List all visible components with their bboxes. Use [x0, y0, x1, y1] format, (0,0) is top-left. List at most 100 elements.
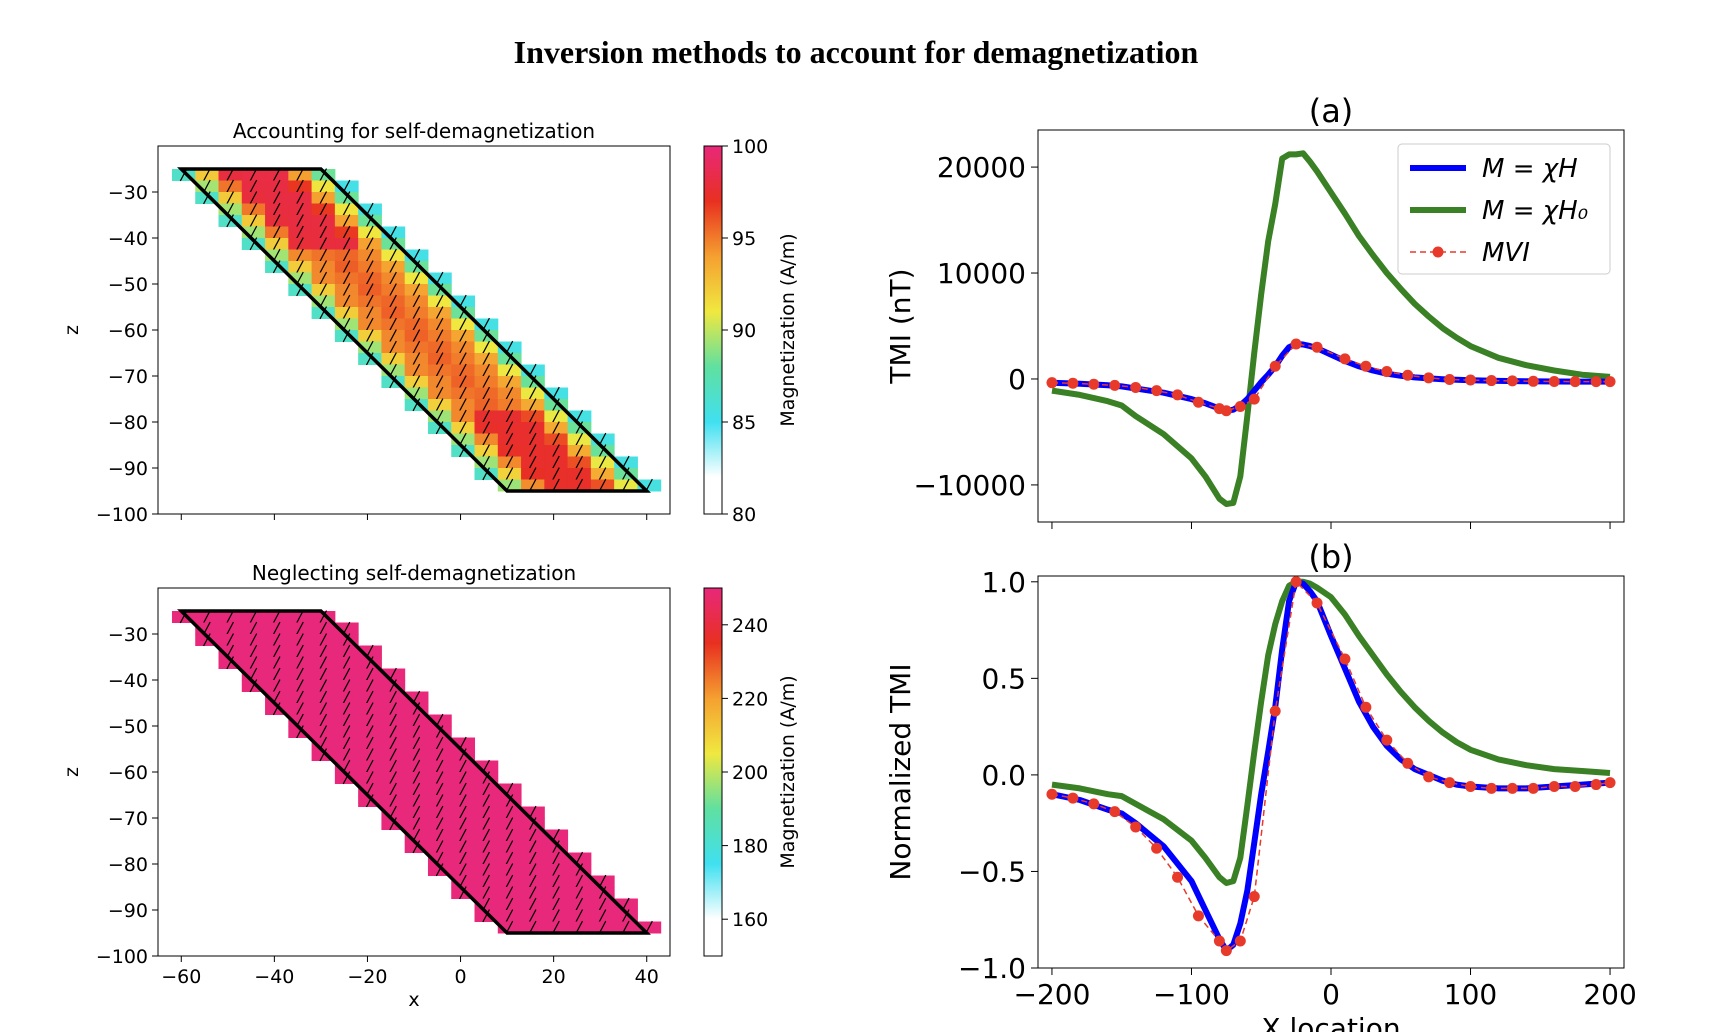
- magnetization-arrow: [272, 621, 281, 635]
- series-point-mvi: [1527, 782, 1539, 794]
- magnetization-arrow: [575, 897, 584, 911]
- magnetization-arrow: [389, 690, 397, 704]
- magnetization-arrow: [575, 874, 584, 888]
- magnetization-arrow: [482, 467, 490, 481]
- magnetization-arrow: [552, 444, 560, 458]
- magnetization-arrow: [552, 851, 560, 865]
- magnetization-arrow: [365, 667, 374, 681]
- magnetization-arrow: [528, 886, 537, 900]
- series-point-mvi: [1248, 891, 1260, 903]
- series-point-mvi: [1269, 705, 1281, 717]
- magnetization-arrow: [528, 851, 537, 865]
- magnetization-arrow: [459, 851, 467, 865]
- series-point-mvi: [1548, 376, 1560, 388]
- magnetization-arrow: [412, 317, 421, 331]
- y-tick-label: −70: [108, 808, 148, 830]
- magnetization-arrow: [412, 271, 421, 285]
- magnetization-arrow: [552, 398, 560, 412]
- series-line-mvi: [1051, 343, 1610, 412]
- magnetization-arrow: [459, 828, 467, 842]
- y-tick-label: −90: [108, 900, 148, 922]
- magnetization-arrow: [272, 667, 281, 681]
- magnetization-arrow: [365, 225, 374, 239]
- magnetization-arrow: [365, 702, 374, 716]
- magnetization-arrow: [389, 329, 397, 343]
- magnetization-arrow: [412, 736, 421, 750]
- magnetization-arrow: [319, 168, 328, 182]
- series-point-mvi: [1192, 910, 1204, 922]
- magnetization-arrow: [412, 817, 421, 831]
- legend-label: M = χH: [1482, 154, 1578, 184]
- x-tick-label: 100: [1444, 978, 1497, 1011]
- magnetization-arrow: [482, 909, 490, 923]
- magnetization-arrow: [435, 398, 444, 412]
- magnetization-arrow: [249, 621, 258, 635]
- magnetization-arrow: [621, 467, 630, 481]
- magnetization-arrow: [249, 214, 258, 228]
- magnetization-arrow: [528, 444, 537, 458]
- colorbar-tick-label: 85: [732, 412, 756, 434]
- panel-title: (a): [1309, 92, 1354, 130]
- magnetization-arrow: [249, 656, 258, 670]
- y-tick-label: −50: [108, 274, 148, 296]
- magnetization-arrow: [435, 828, 444, 842]
- magnetization-arrow: [412, 782, 421, 796]
- x-tick-label: −60: [161, 966, 201, 988]
- magnetization-arrow: [528, 375, 537, 389]
- magnetization-arrow: [342, 260, 351, 274]
- magnetization-arrow: [365, 317, 374, 331]
- magnetization-arrow: [365, 713, 374, 727]
- series-point-mvi: [1444, 777, 1456, 789]
- colorbar-tick-label: 90: [732, 320, 756, 342]
- colorbar: [703, 145, 723, 515]
- magnetization-arrow: [505, 421, 514, 435]
- magnetization-arrow: [296, 702, 304, 716]
- magnetization-arrow: [319, 748, 328, 762]
- magnetization-arrow: [365, 656, 374, 670]
- magnetization-arrow: [482, 352, 490, 366]
- magnetization-arrow: [319, 644, 328, 658]
- magnetization-arrow: [342, 237, 351, 251]
- magnetization-arrow: [365, 352, 374, 366]
- series-point-mvi: [1527, 375, 1539, 387]
- magnetization-arrow: [412, 713, 421, 727]
- y-tick-label: −0.5: [958, 855, 1026, 888]
- magnetization-arrow: [389, 782, 397, 796]
- magnetization-arrow: [272, 225, 281, 239]
- magnetization-arrow: [296, 679, 304, 693]
- magnetization-arrow: [319, 260, 328, 274]
- magnetization-arrow: [272, 633, 281, 647]
- magnetization-arrow: [296, 633, 304, 647]
- magnetization-arrow: [435, 317, 444, 331]
- x-tick-label: −20: [347, 966, 387, 988]
- y-tick-label: −90: [108, 458, 148, 480]
- magnetization-arrow: [435, 421, 444, 435]
- magnetization-arrow: [435, 863, 444, 877]
- y-tick-label: −100: [96, 946, 148, 968]
- magnetization-arrow: [272, 179, 281, 193]
- magnetization-arrow: [226, 633, 234, 647]
- magnetization-arrow: [365, 794, 374, 808]
- magnetization-arrow: [342, 771, 351, 785]
- magnetization-arrow: [459, 375, 467, 389]
- series-point-mvi: [1465, 374, 1477, 386]
- magnetization-arrow: [226, 214, 234, 228]
- magnetization-arrow: [319, 283, 328, 297]
- magnetization-arrow: [552, 455, 560, 469]
- magnetization-arrow: [575, 455, 584, 469]
- magnetization-arrow: [459, 386, 467, 400]
- magnetization-arrow: [505, 828, 514, 842]
- magnetization-arrow: [482, 782, 490, 796]
- magnetization-arrow: [528, 828, 537, 842]
- magnetization-arrow: [505, 794, 514, 808]
- magnetization-arrow: [482, 828, 490, 842]
- colorbar-tick-label: 100: [732, 136, 768, 158]
- y-tick-label: 20000: [937, 151, 1026, 184]
- magnetization-arrow: [482, 444, 490, 458]
- magnetization-arrow: [365, 237, 374, 251]
- magnetization-arrow: [365, 748, 374, 762]
- y-axis-label: z: [61, 767, 83, 777]
- magnetization-arrow: [319, 725, 328, 739]
- magnetization-arrow: [365, 725, 374, 739]
- magnetization-arrow: [389, 306, 397, 320]
